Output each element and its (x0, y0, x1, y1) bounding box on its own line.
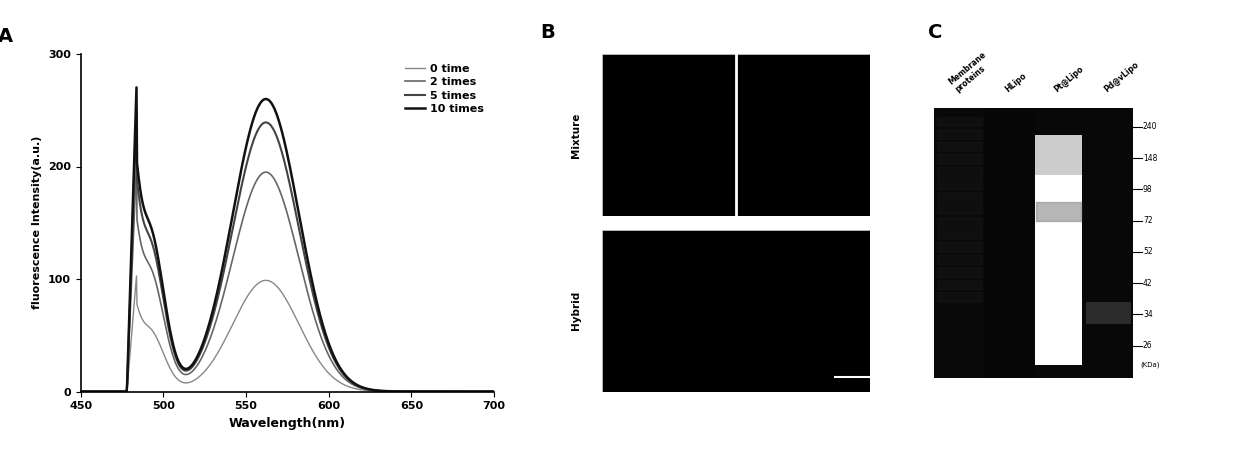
Bar (1034, 108, 1084, 378)
5 times (337, 373, 352, 378)
Line: 10 times: 10 times (81, 87, 494, 392)
10 times (314, 317, 329, 322)
2 times (98, 389, 113, 394)
5 times (325, 353, 340, 358)
X-axis label: Wavelength(nm): Wavelength(nm) (229, 417, 346, 430)
2 times (325, 359, 340, 364)
Text: Mixture: Mixture (570, 112, 580, 158)
10 times (98, 389, 113, 394)
Text: 26: 26 (1143, 341, 1152, 350)
0 time (314, 361, 329, 367)
0 time (337, 382, 352, 387)
Text: 34: 34 (1143, 310, 1153, 319)
10 times (387, 389, 402, 394)
Text: 42: 42 (1143, 279, 1152, 288)
10 times (325, 350, 340, 355)
10 times (337, 372, 352, 377)
5 times (129, 109, 144, 114)
Bar (935, 108, 985, 378)
2 times (430, 389, 445, 394)
5 times (314, 323, 329, 328)
Text: C: C (929, 22, 942, 41)
2 times (337, 376, 352, 381)
10 times (430, 389, 445, 394)
Text: Hybrid: Hybrid (570, 291, 580, 330)
Text: 148: 148 (1143, 153, 1157, 162)
Text: 52: 52 (1143, 248, 1152, 256)
5 times (73, 389, 88, 394)
2 times (486, 389, 501, 394)
Line: 5 times: 5 times (81, 112, 494, 392)
0 time (486, 389, 501, 394)
Bar (985, 108, 1034, 378)
10 times (486, 389, 501, 394)
Text: Pt@Lipo: Pt@Lipo (1053, 65, 1086, 94)
Y-axis label: fluorescence Intensity(a.u.): fluorescence Intensity(a.u.) (32, 136, 42, 310)
Text: HLipo: HLipo (1003, 72, 1028, 94)
Text: Membrane
proteins: Membrane proteins (946, 50, 994, 94)
Bar (1035, 135, 1081, 364)
0 time (73, 389, 88, 394)
10 times (73, 389, 88, 394)
Text: B: B (541, 22, 554, 41)
2 times (314, 335, 329, 340)
Text: A: A (0, 27, 14, 46)
0 time (98, 389, 113, 394)
5 times (387, 389, 402, 394)
5 times (98, 389, 113, 394)
Legend: 0 time, 2 times, 5 times, 10 times: 0 time, 2 times, 5 times, 10 times (401, 59, 489, 118)
2 times (387, 389, 402, 394)
5 times (486, 389, 501, 394)
Bar (1035, 135, 1081, 176)
0 time (129, 273, 144, 279)
2 times (129, 161, 144, 166)
Text: (KDa): (KDa) (1141, 361, 1159, 368)
0 time (325, 374, 340, 379)
Text: Pd@vLipo: Pd@vLipo (1102, 60, 1141, 94)
0 time (430, 389, 445, 394)
Bar (1086, 302, 1131, 324)
Line: 0 time: 0 time (81, 276, 494, 392)
Text: 98: 98 (1143, 185, 1152, 194)
10 times (129, 85, 144, 90)
2 times (73, 389, 88, 394)
Bar (1084, 108, 1133, 378)
0 time (387, 389, 402, 394)
5 times (430, 389, 445, 394)
Text: 240: 240 (1143, 122, 1157, 131)
Text: 72: 72 (1143, 216, 1152, 225)
Line: 2 times: 2 times (81, 163, 494, 392)
